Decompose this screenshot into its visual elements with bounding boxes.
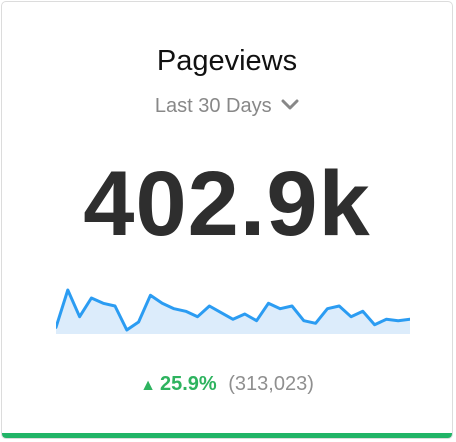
metric-value: 402.9k (83, 153, 371, 255)
status-bar (2, 433, 452, 438)
sparkline-chart (56, 288, 410, 334)
change-summary: ▲ 25.9% (313,023) (2, 372, 452, 398)
previous-value: (313,023) (228, 373, 314, 395)
widget-title: Pageviews (156, 45, 298, 77)
sparkline-line (56, 288, 410, 332)
sparkline-area (56, 290, 410, 334)
date-range-label: Last 30 Days (154, 95, 272, 117)
date-range-dropdown[interactable]: Last 30 Days (2, 94, 452, 118)
chevron-down-icon (281, 93, 299, 117)
triangle-up-icon: ▲ (140, 377, 156, 394)
change-percent: 25.9% (159, 373, 217, 395)
